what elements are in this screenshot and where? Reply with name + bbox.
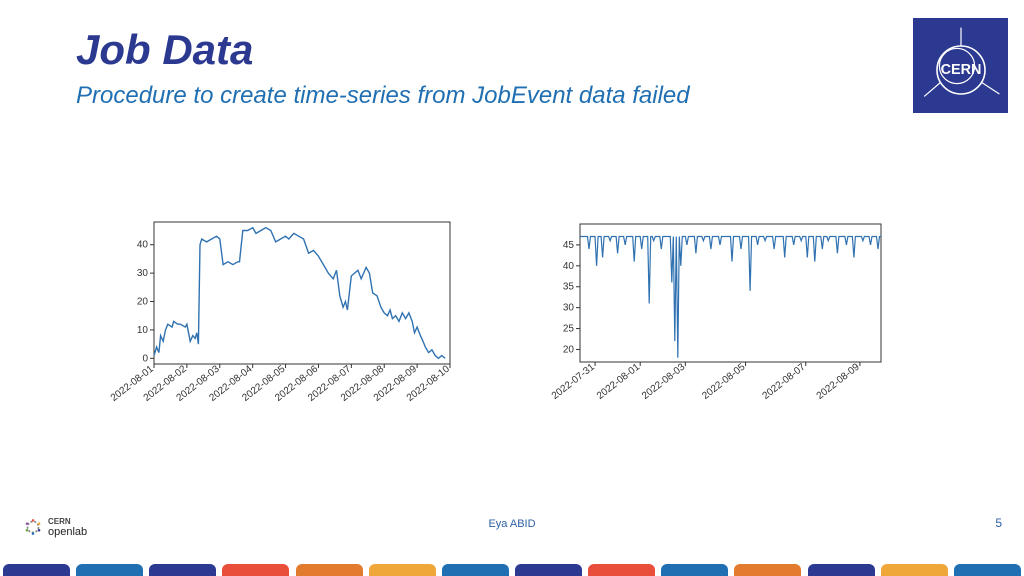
svg-text:10: 10 [137, 325, 149, 336]
svg-text:35: 35 [563, 282, 575, 293]
svg-text:2022-08-09: 2022-08-09 [815, 361, 862, 401]
cern-logo-text: CERN [940, 62, 981, 78]
page-subtitle: Procedure to create time-series from Job… [76, 82, 690, 110]
svg-text:20: 20 [563, 344, 575, 355]
page-title: Job Data [76, 26, 253, 74]
svg-text:40: 40 [137, 240, 149, 251]
svg-text:30: 30 [563, 303, 575, 314]
svg-text:2022-08-01: 2022-08-01 [595, 361, 642, 401]
footer-stripe [0, 552, 1024, 576]
footer-author: Eya ABID [0, 518, 1024, 530]
svg-text:2022-08-05: 2022-08-05 [700, 361, 747, 401]
svg-text:2022-08-03: 2022-08-03 [640, 361, 687, 401]
page-number: 5 [995, 516, 1002, 530]
svg-text:40: 40 [563, 261, 575, 272]
svg-text:30: 30 [137, 268, 149, 279]
chart-left: 0102030402022-08-012022-08-022022-08-032… [116, 216, 456, 410]
svg-text:20: 20 [137, 297, 149, 308]
svg-text:2022-07-31: 2022-07-31 [550, 361, 597, 401]
svg-text:0: 0 [142, 353, 148, 364]
svg-text:25: 25 [563, 324, 575, 335]
cern-logo: CERN [913, 18, 1008, 113]
svg-text:45: 45 [563, 240, 575, 251]
svg-text:2022-08-07: 2022-08-07 [761, 361, 808, 401]
chart-right: 2025303540452022-07-312022-08-012022-08-… [542, 218, 887, 408]
